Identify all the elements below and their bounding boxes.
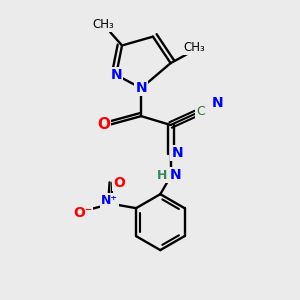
Text: O: O	[97, 118, 110, 133]
Text: C: C	[196, 105, 205, 118]
Text: O⁻: O⁻	[73, 206, 92, 220]
Text: CH₃: CH₃	[92, 18, 114, 32]
Text: CH₃: CH₃	[183, 41, 205, 54]
Text: N: N	[170, 168, 182, 182]
Text: N: N	[212, 96, 224, 110]
Text: O: O	[113, 176, 125, 190]
Text: N: N	[135, 81, 147, 95]
Text: N⁺: N⁺	[101, 194, 118, 207]
Text: N: N	[110, 68, 122, 82]
Text: N: N	[171, 146, 183, 160]
Text: H: H	[157, 169, 168, 182]
